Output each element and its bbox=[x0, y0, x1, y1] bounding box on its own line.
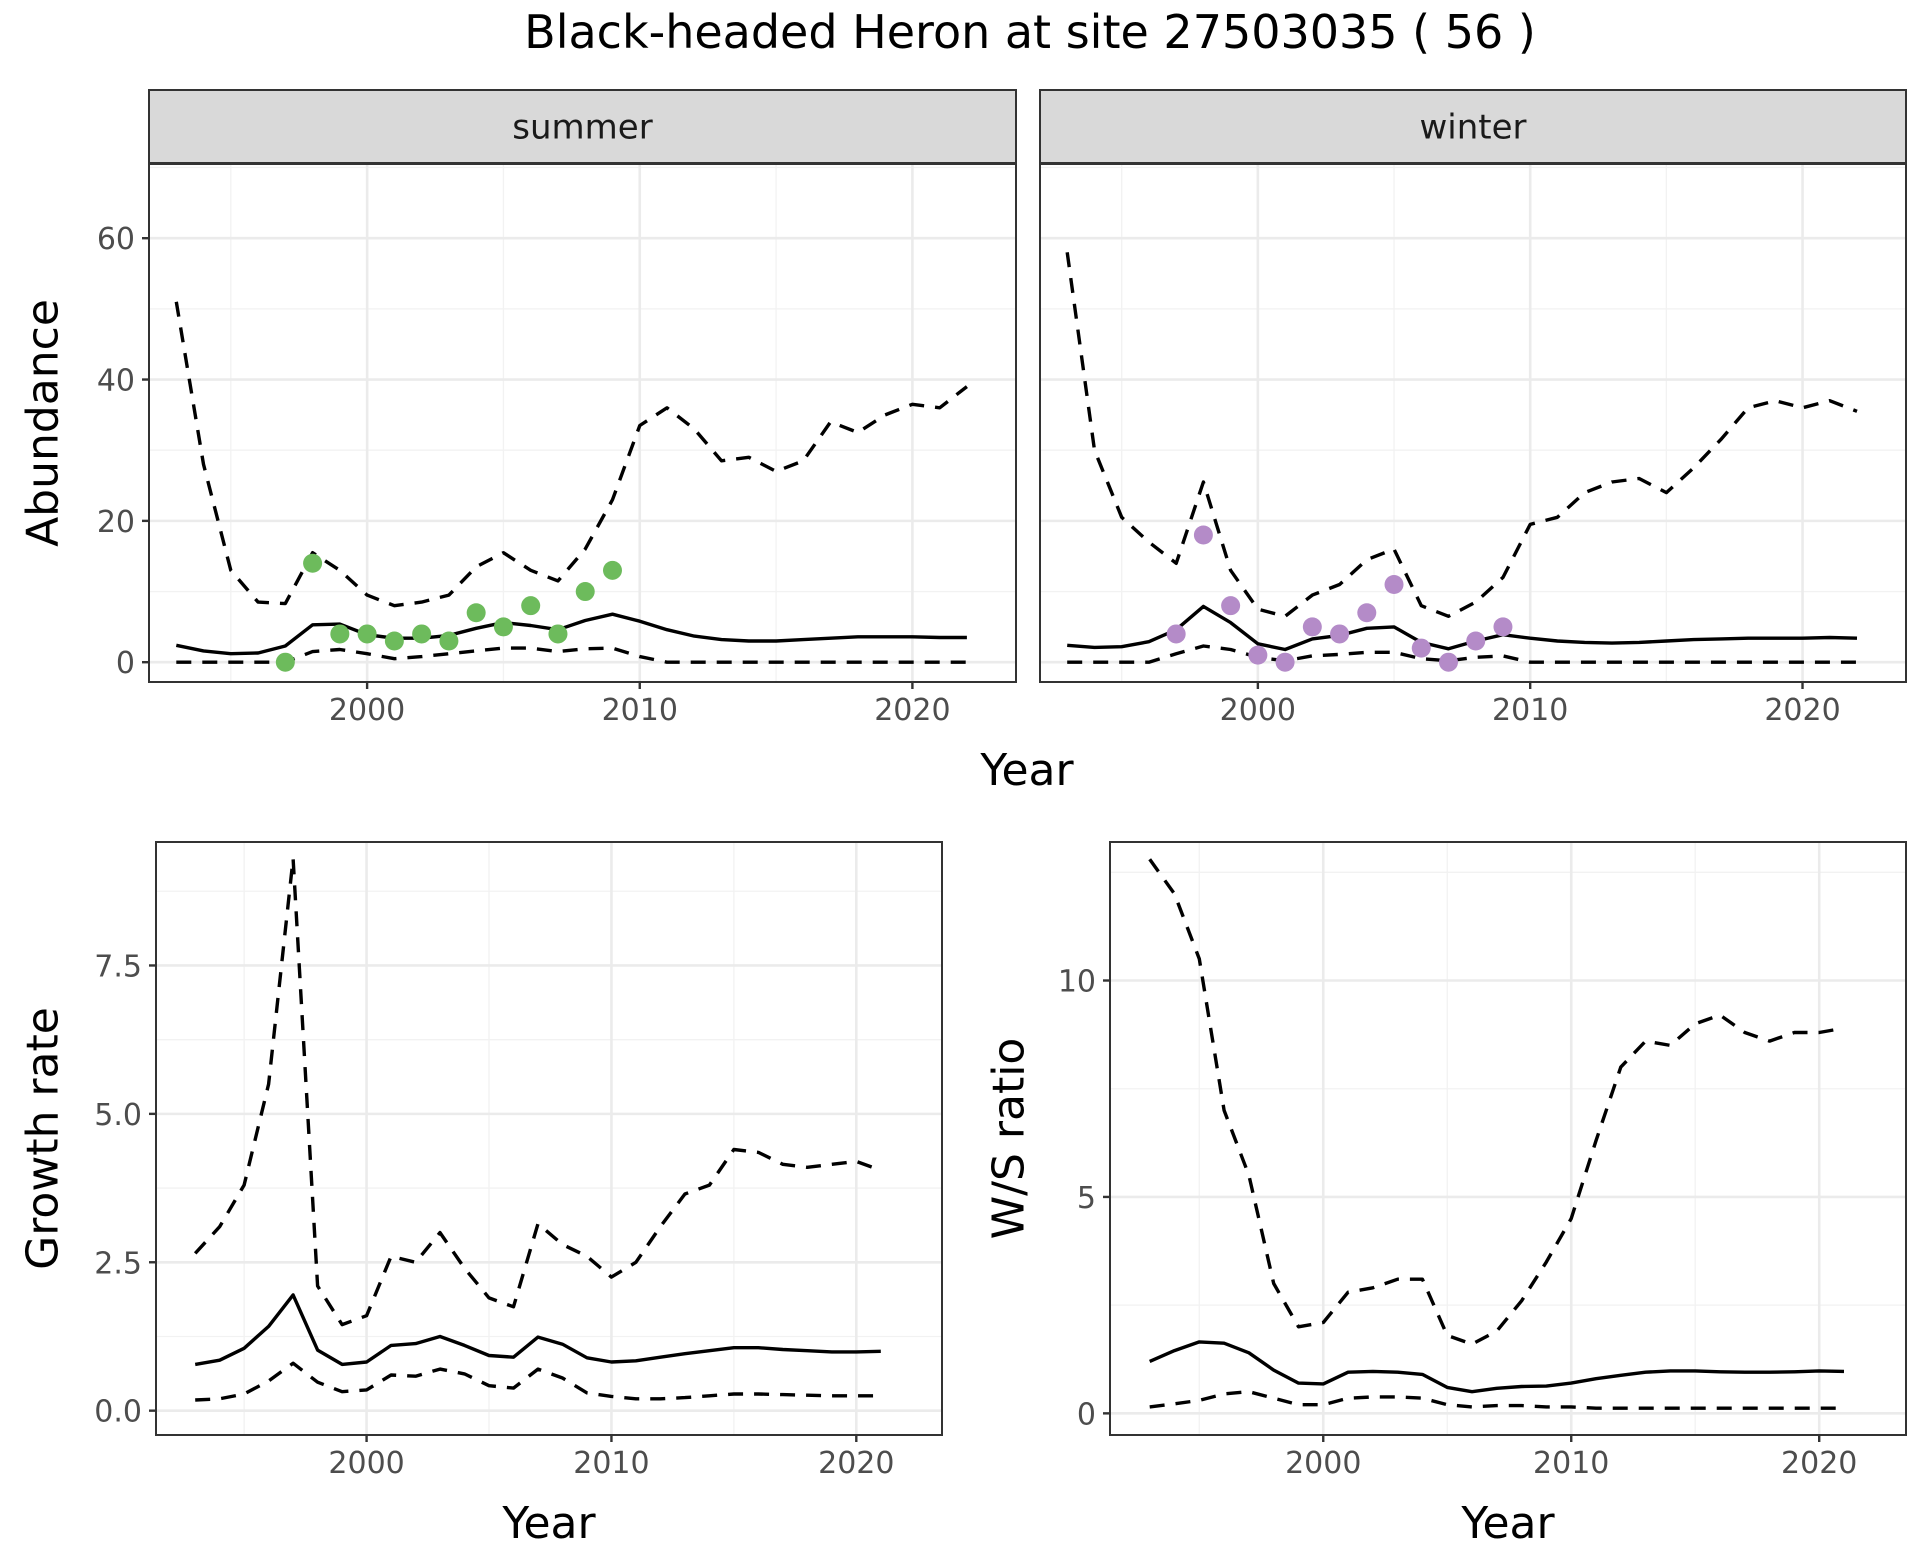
figure-title: Black-headed Heron at site 27503035 ( 56… bbox=[524, 5, 1536, 59]
x-tick-label: 2010 bbox=[573, 1446, 649, 1481]
observation-point bbox=[602, 560, 622, 580]
observation-point bbox=[493, 617, 513, 637]
y-axis-title: Abundance bbox=[17, 299, 68, 547]
y-tick-label: 0 bbox=[116, 646, 135, 681]
plot-background bbox=[1040, 164, 1906, 682]
x-tick-label: 2020 bbox=[1764, 693, 1840, 728]
plot-background bbox=[149, 164, 1016, 682]
panel-growth-rate: 2000 2010 2020 0.0 2.5 5.0 7.5 Growth rate Year bbox=[17, 841, 943, 1549]
observation-point bbox=[384, 631, 404, 651]
observation-point bbox=[1466, 631, 1486, 651]
x-axis-title: Year bbox=[1460, 1498, 1555, 1549]
observation-point bbox=[575, 582, 595, 602]
y-axis-title: Growth rate bbox=[17, 1007, 68, 1270]
observation-point bbox=[548, 624, 568, 644]
series-line-lower bbox=[1149, 1389, 1844, 1410]
x-tick-label: 2000 bbox=[328, 1446, 404, 1481]
observation-point bbox=[330, 624, 350, 644]
series-line-mean bbox=[1149, 1340, 1845, 1394]
y-tick-label: 5 bbox=[1077, 1181, 1096, 1216]
x-tick-label: 2000 bbox=[329, 693, 405, 728]
x-tick-label: 2010 bbox=[1492, 693, 1568, 728]
observation-point bbox=[1330, 624, 1350, 644]
observation-point bbox=[466, 603, 486, 623]
x-tick-label: 2020 bbox=[874, 693, 950, 728]
top-x-axis-title: Year bbox=[979, 745, 1074, 796]
plot-background bbox=[156, 842, 942, 1435]
y-tick-label: 0.0 bbox=[94, 1395, 142, 1430]
observation-point bbox=[1275, 652, 1295, 672]
x-tick-label: 2010 bbox=[1533, 1446, 1609, 1481]
observation-point bbox=[1193, 525, 1213, 545]
series-line-lower bbox=[195, 1361, 881, 1402]
x-axis-title: Year bbox=[501, 1498, 596, 1549]
series-line-mean bbox=[1067, 604, 1858, 652]
series-line-upper bbox=[1148, 858, 1845, 1346]
series-line-lower bbox=[1067, 644, 1857, 664]
series-line-upper bbox=[193, 856, 882, 1327]
observation-point bbox=[357, 624, 377, 644]
observation-point bbox=[1493, 617, 1513, 637]
x-tick-label: 2010 bbox=[602, 693, 678, 728]
y-tick-label: 20 bbox=[97, 505, 135, 540]
panel-summer-abundance: summer 2000 2010 2020 0 20 40 60 Abundance bbox=[17, 89, 1017, 728]
series-line-mean bbox=[175, 612, 967, 656]
y-tick-label: 0 bbox=[1077, 1397, 1096, 1432]
series-line-lower bbox=[176, 646, 967, 664]
observation-point bbox=[1248, 645, 1268, 665]
panel-border bbox=[155, 841, 943, 1436]
observation-point bbox=[439, 631, 459, 651]
observation-point bbox=[521, 596, 541, 616]
observation-point bbox=[1411, 638, 1431, 658]
observation-point bbox=[1384, 574, 1404, 594]
y-tick-label: 2.5 bbox=[94, 1246, 142, 1281]
panel-ws-ratio: 2000 2010 2020 0 5 10 W/S ratio Year bbox=[983, 841, 1907, 1549]
plot-background bbox=[1110, 842, 1906, 1435]
y-tick-label: 60 bbox=[97, 222, 135, 257]
y-tick-label: 5.0 bbox=[94, 1098, 142, 1133]
x-tick-label: 2000 bbox=[1285, 1446, 1361, 1481]
facet-strip-label: summer bbox=[512, 108, 652, 148]
x-tick-label: 2020 bbox=[818, 1446, 894, 1481]
facet-strip-label: winter bbox=[1419, 108, 1526, 148]
facet-strip bbox=[1039, 89, 1907, 164]
y-tick-label: 10 bbox=[1058, 965, 1096, 1000]
series-line-upper bbox=[1065, 252, 1858, 618]
observation-point bbox=[412, 624, 432, 644]
observation-point bbox=[1221, 596, 1241, 616]
observation-point bbox=[303, 553, 323, 573]
x-tick-label: 2000 bbox=[1220, 693, 1296, 728]
observation-point bbox=[1166, 624, 1186, 644]
y-axis-title: W/S ratio bbox=[983, 1038, 1034, 1240]
observation-point bbox=[1438, 652, 1458, 672]
series-line-mean bbox=[194, 1293, 881, 1367]
panel-border bbox=[1109, 841, 1907, 1436]
observation-point bbox=[275, 652, 295, 672]
observation-point bbox=[1357, 603, 1377, 623]
observation-point bbox=[1302, 617, 1322, 637]
y-tick-label: 7.5 bbox=[94, 949, 142, 984]
y-tick-label: 40 bbox=[97, 364, 135, 399]
panel-winter-abundance: winter 2000 2010 2020 bbox=[1039, 89, 1907, 728]
facet-strip bbox=[148, 89, 1017, 164]
x-tick-label: 2020 bbox=[1781, 1446, 1857, 1481]
